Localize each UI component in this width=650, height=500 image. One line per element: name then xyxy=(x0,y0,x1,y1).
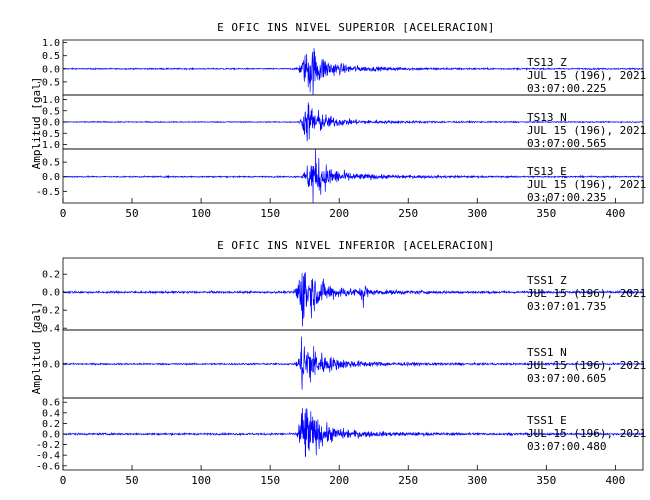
y-tick-label: 0.0 xyxy=(42,288,60,299)
y-tick-label: 0.0 xyxy=(42,64,60,75)
y-tick-label: 1.0 xyxy=(42,38,60,49)
waveform-line xyxy=(62,336,644,390)
trace-date-label: JUL 15 (196), 2021 xyxy=(527,287,646,300)
trace-station-label: TS13 E xyxy=(527,165,567,178)
waveform-line xyxy=(63,408,644,458)
trace-date-label: JUL 15 (196), 2021 xyxy=(527,69,646,82)
upper-x-axis: 0 50 100 150 200 250 300 350 400 xyxy=(60,198,625,220)
lower-chart-title: E OFIC INS NIVEL INFERIOR [ACELERACION] xyxy=(217,239,495,252)
trace-time-label: 03:07:01.735 xyxy=(527,300,606,313)
y-tick-label: 0.5 xyxy=(42,51,60,62)
trace-date-label: JUL 15 (196), 2021 xyxy=(527,359,646,372)
trace-station-label: TS13 N xyxy=(527,111,567,124)
upper-y-axis-label: Amplitud [gal] xyxy=(30,77,43,170)
x-tick-label: 0 xyxy=(60,207,67,220)
y-tick-label: 0.5 xyxy=(42,106,60,117)
lower-x-axis: 0 50 100 150 200 250 300 350 400 xyxy=(60,465,625,487)
x-tick-label: 0 xyxy=(60,474,67,487)
x-tick-label: 350 xyxy=(536,207,556,220)
x-tick-label: 100 xyxy=(191,474,211,487)
trace-date-label: JUL 15 (196), 2021 xyxy=(527,427,646,440)
y-tick-label: 0.0 xyxy=(42,360,60,371)
trace-station-label: TSS1 Z xyxy=(527,274,567,287)
trace-date-label: JUL 15 (196), 2021 xyxy=(527,124,646,137)
y-tick-label: 0.5 xyxy=(42,158,60,169)
y-tick-label: 0.4 xyxy=(42,408,60,419)
panel-frame xyxy=(62,148,644,204)
x-tick-label: 100 xyxy=(191,207,211,220)
waveform-line xyxy=(62,48,644,96)
y-tick-label: -0.6 xyxy=(36,461,60,472)
y-tick-label: 0.2 xyxy=(42,419,60,430)
trace-time-label: 03:07:00.225 xyxy=(527,82,606,95)
upper-chart-title: E OFIC INS NIVEL SUPERIOR [ACELERACION] xyxy=(217,21,495,34)
x-tick-label: 350 xyxy=(536,474,556,487)
trace-time-label: 03:07:00.480 xyxy=(527,440,606,453)
y-tick-label: -0.5 xyxy=(36,77,60,88)
x-tick-label: 150 xyxy=(260,207,280,220)
y-tick-label: -0.2 xyxy=(36,306,60,317)
trace-time-label: 03:07:00.565 xyxy=(527,137,606,150)
waveform-line xyxy=(62,149,644,204)
y-tick-label: -0.4 xyxy=(36,324,60,335)
y-tick-label: 1.0 xyxy=(42,95,60,106)
trace-station-label: TSS1 N xyxy=(527,346,567,359)
trace-station-label: TS13 Z xyxy=(527,56,567,69)
x-tick-label: 300 xyxy=(467,474,487,487)
x-tick-label: 50 xyxy=(125,474,138,487)
x-tick-label: 250 xyxy=(398,207,418,220)
y-tick-label: -1.0 xyxy=(36,140,60,151)
trace-time-label: 03:07:00.235 xyxy=(527,191,606,204)
lower-y-axis-label: Amplitud [gal] xyxy=(30,302,43,395)
trace-time-label: 03:07:00.605 xyxy=(527,372,606,385)
y-tick-label: -0.4 xyxy=(36,451,60,462)
x-tick-label: 200 xyxy=(329,474,349,487)
y-tick-label: 0.0 xyxy=(42,430,60,441)
y-tick-label: 0.2 xyxy=(42,270,60,281)
y-tick-label: 0.6 xyxy=(42,398,60,409)
x-tick-label: 400 xyxy=(605,474,625,487)
x-tick-label: 50 xyxy=(125,207,138,220)
trace-station-label: TSS1 E xyxy=(527,414,567,427)
y-tick-label: 0.0 xyxy=(42,118,60,129)
y-tick-label: -0.5 xyxy=(36,187,60,198)
x-tick-label: 250 xyxy=(398,474,418,487)
y-tick-label: 0.0 xyxy=(42,172,60,183)
upper-chart: E OFIC INS NIVEL SUPERIOR [ACELERACION] … xyxy=(30,21,646,220)
x-tick-label: 200 xyxy=(329,207,349,220)
x-tick-label: 150 xyxy=(260,474,280,487)
x-tick-label: 300 xyxy=(467,207,487,220)
y-tick-label: -0.2 xyxy=(36,440,60,451)
waveform-line xyxy=(62,272,644,327)
lower-chart: E OFIC INS NIVEL INFERIOR [ACELERACION] … xyxy=(30,239,646,487)
y-tick-label: -0.5 xyxy=(36,129,60,140)
trace-date-label: JUL 15 (196), 2021 xyxy=(527,178,646,191)
waveform-line xyxy=(62,102,644,142)
x-tick-label: 400 xyxy=(605,207,625,220)
